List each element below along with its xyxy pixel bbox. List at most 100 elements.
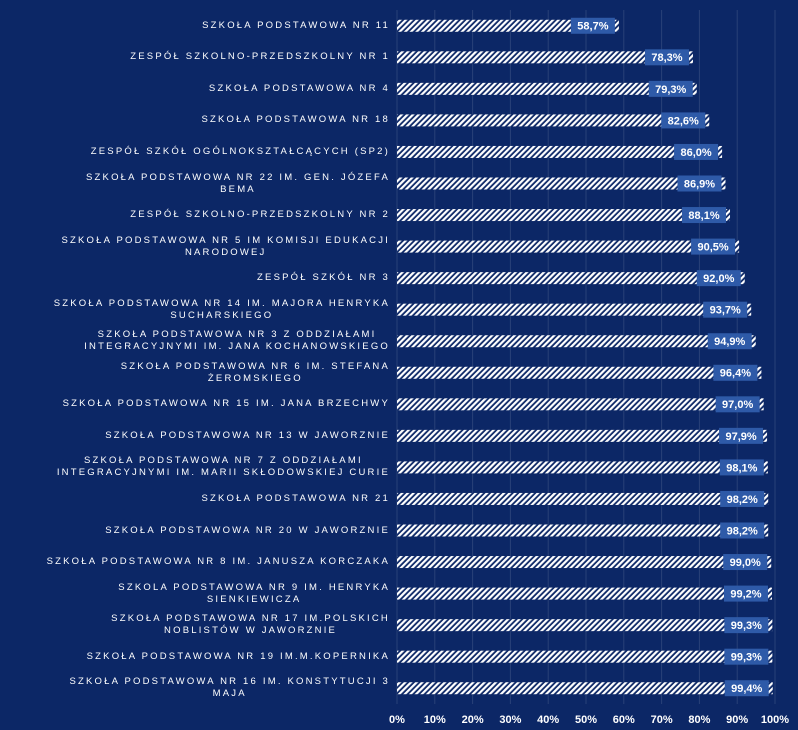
x-tick-label: 80% xyxy=(688,714,710,726)
value-label-box xyxy=(661,112,706,129)
value-label-box xyxy=(696,270,741,287)
bar xyxy=(397,429,768,442)
bar xyxy=(397,335,756,348)
x-tick-label: 30% xyxy=(499,714,521,726)
bar xyxy=(397,524,769,537)
bar xyxy=(397,398,764,411)
category-label: ZESPÓŁ SZKÓŁ NR 3 xyxy=(257,272,390,284)
category-label: SZKOŁA PODSTAWOWA NR 11 xyxy=(202,19,390,31)
category-label: SZKOŁA PODSTAWOWA NR 8 IM. JANUSZA KORCZ… xyxy=(46,556,390,568)
category-label: SZKOŁA PODSTAWOWA NR 14 IM. MAJORA HENRY… xyxy=(53,297,390,321)
x-tick-label: 50% xyxy=(575,714,597,726)
x-tick-label: 0% xyxy=(389,714,405,726)
bar xyxy=(397,114,710,127)
value-label-box xyxy=(648,80,693,97)
category-label: SZKOŁA PODSTAWOWA NR 7 Z ODDZIAŁAMI INTE… xyxy=(56,455,390,479)
category-label: SZKOŁA PODSTAWOWA NR 6 IM. STEFANA ŻEROM… xyxy=(120,360,390,384)
value-label-box xyxy=(724,648,769,665)
category-label: SZKOŁA PODSTAWOWA NR 20 W JAWORZNIE xyxy=(105,524,390,536)
category-label-box: SZKOŁA PODSTAWOWA NR 17 IM.POLSKICH NOBL… xyxy=(0,610,390,640)
category-label: SZKOŁA PODSTAWOWA NR 21 xyxy=(201,492,390,504)
value-label: 90,5% xyxy=(697,241,728,253)
x-tick-label: 40% xyxy=(537,714,559,726)
category-label-box: SZKOŁA PODSTAWOWA NR 7 Z ODDZIAŁAMI INTE… xyxy=(0,452,390,482)
x-tick-label: 20% xyxy=(462,714,484,726)
value-label-box xyxy=(719,459,764,476)
category-label-box: SZKOŁA PODSTAWOWA NR 18 xyxy=(0,105,390,135)
category-label: SZKOŁA PODSTAWOWA NR 13 W JAWORZNIE xyxy=(105,429,390,441)
value-label: 97,9% xyxy=(725,431,756,443)
value-label-box xyxy=(724,680,769,697)
category-label-box: SZKOŁA PODSTAWOWA NR 6 IM. STEFANA ŻEROM… xyxy=(0,358,390,388)
category-label-box: SZKOLA PODSTAWOWA NR 9 IM. HENRYKA SIENK… xyxy=(0,579,390,609)
value-label-box xyxy=(720,522,765,539)
bar xyxy=(397,177,726,190)
value-label: 86,0% xyxy=(680,147,711,159)
value-label: 96,4% xyxy=(720,368,751,380)
category-label: ZESPÓŁ SZKÓŁ OGÓLNOKSZTAŁCĄCYCH (SP2) xyxy=(90,145,390,157)
value-label-box xyxy=(674,143,719,160)
x-tick-label: 100% xyxy=(761,714,789,726)
value-label-box xyxy=(677,175,722,192)
category-label-box: ZESPÓŁ SZKÓŁ OGÓLNOKSZTAŁCĄCYCH (SP2) xyxy=(0,137,390,167)
value-label: 97,0% xyxy=(722,399,753,411)
value-label-box xyxy=(570,17,615,34)
category-label: SZKOŁA PODSTAWOWA NR 3 Z ODDZIAŁAMI INTE… xyxy=(84,329,390,353)
value-label-box xyxy=(719,427,764,444)
value-label: 98,1% xyxy=(726,462,757,474)
bar xyxy=(397,650,773,663)
category-label: SZKOŁA PODSTAWOWA NR 18 xyxy=(201,114,390,126)
bar xyxy=(397,51,693,64)
bar xyxy=(397,461,768,474)
category-label-box: SZKOŁA PODSTAWOWA NR 16 IM. KONSTYTUCJI … xyxy=(0,673,390,703)
value-label-box xyxy=(703,301,748,318)
value-label-box xyxy=(720,490,765,507)
value-label-box xyxy=(713,364,758,381)
category-label: SZKOŁA PODSTAWOWA NR 15 IM. JANA BRZECHW… xyxy=(62,398,390,410)
category-label-box: ZESPÓŁ SZKOLNO-PRZEDSZKOLNY NR 1 xyxy=(0,42,390,72)
bar xyxy=(397,619,773,632)
value-label: 99,4% xyxy=(731,683,762,695)
bar xyxy=(397,682,773,695)
x-tick-label: 90% xyxy=(726,714,748,726)
category-label: SZKOŁA PODSTAWOWA NR 17 IM.POLSKICH NOBL… xyxy=(111,613,390,637)
value-label-box xyxy=(707,333,752,350)
bar xyxy=(397,145,723,158)
value-label: 79,3% xyxy=(655,84,686,96)
bar xyxy=(397,19,619,32)
bar xyxy=(397,587,772,600)
value-label: 98,2% xyxy=(727,525,758,537)
category-label-box: SZKOŁA PODSTAWOWA NR 11 xyxy=(0,11,390,41)
category-label-box: SZKOŁA PODSTAWOWA NR 4 xyxy=(0,74,390,104)
value-label: 94,9% xyxy=(714,336,745,348)
category-label-box: ZESPÓŁ SZKÓŁ NR 3 xyxy=(0,263,390,293)
value-label: 99,3% xyxy=(731,652,762,664)
value-label-box xyxy=(715,396,760,413)
value-label: 78,3% xyxy=(651,52,682,64)
value-label: 86,9% xyxy=(684,178,715,190)
value-label: 98,2% xyxy=(727,494,758,506)
x-tick-label: 10% xyxy=(424,714,446,726)
category-label: SZKOLA PODSTAWOWA NR 9 IM. HENRYKA SIENK… xyxy=(118,581,390,605)
value-label-box xyxy=(724,617,769,634)
value-label-box xyxy=(723,585,768,602)
category-label-box: SZKOŁA PODSTAWOWA NR 5 IM KOMISJI EDUKAC… xyxy=(0,232,390,262)
value-label: 99,0% xyxy=(730,557,761,569)
category-label: SZKOŁA PODSTAWOWA NR 4 xyxy=(208,82,390,94)
category-label-box: SZKOŁA PODSTAWOWA NR 22 IM. GEN. JÓZEFA … xyxy=(0,169,390,199)
category-label-box: SZKOŁA PODSTAWOWA NR 20 W JAWORZNIE xyxy=(0,516,390,546)
value-label: 88,1% xyxy=(688,210,719,222)
value-label: 82,6% xyxy=(668,115,699,127)
category-label: SZKOŁA PODSTAWOWA NR 16 IM. KONSTYTUCJI … xyxy=(69,676,390,700)
value-label-box xyxy=(682,207,727,224)
x-tick-label: 60% xyxy=(613,714,635,726)
bar xyxy=(397,82,697,95)
category-label: ZESPÓŁ SZKOLNO-PRZEDSZKOLNY NR 1 xyxy=(130,51,390,63)
category-label: SZKOŁA PODSTAWOWA NR 22 IM. GEN. JÓZEFA … xyxy=(86,171,390,195)
category-label: SZKOŁA PODSTAWOWA NR 19 IM.M.KOPERNIKA xyxy=(86,650,390,662)
bar xyxy=(397,492,769,505)
category-label-box: SZKOŁA PODSTAWOWA NR 14 IM. MAJORA HENRY… xyxy=(0,295,390,325)
category-label-box: SZKOŁA PODSTAWOWA NR 19 IM.M.KOPERNIKA xyxy=(0,642,390,672)
